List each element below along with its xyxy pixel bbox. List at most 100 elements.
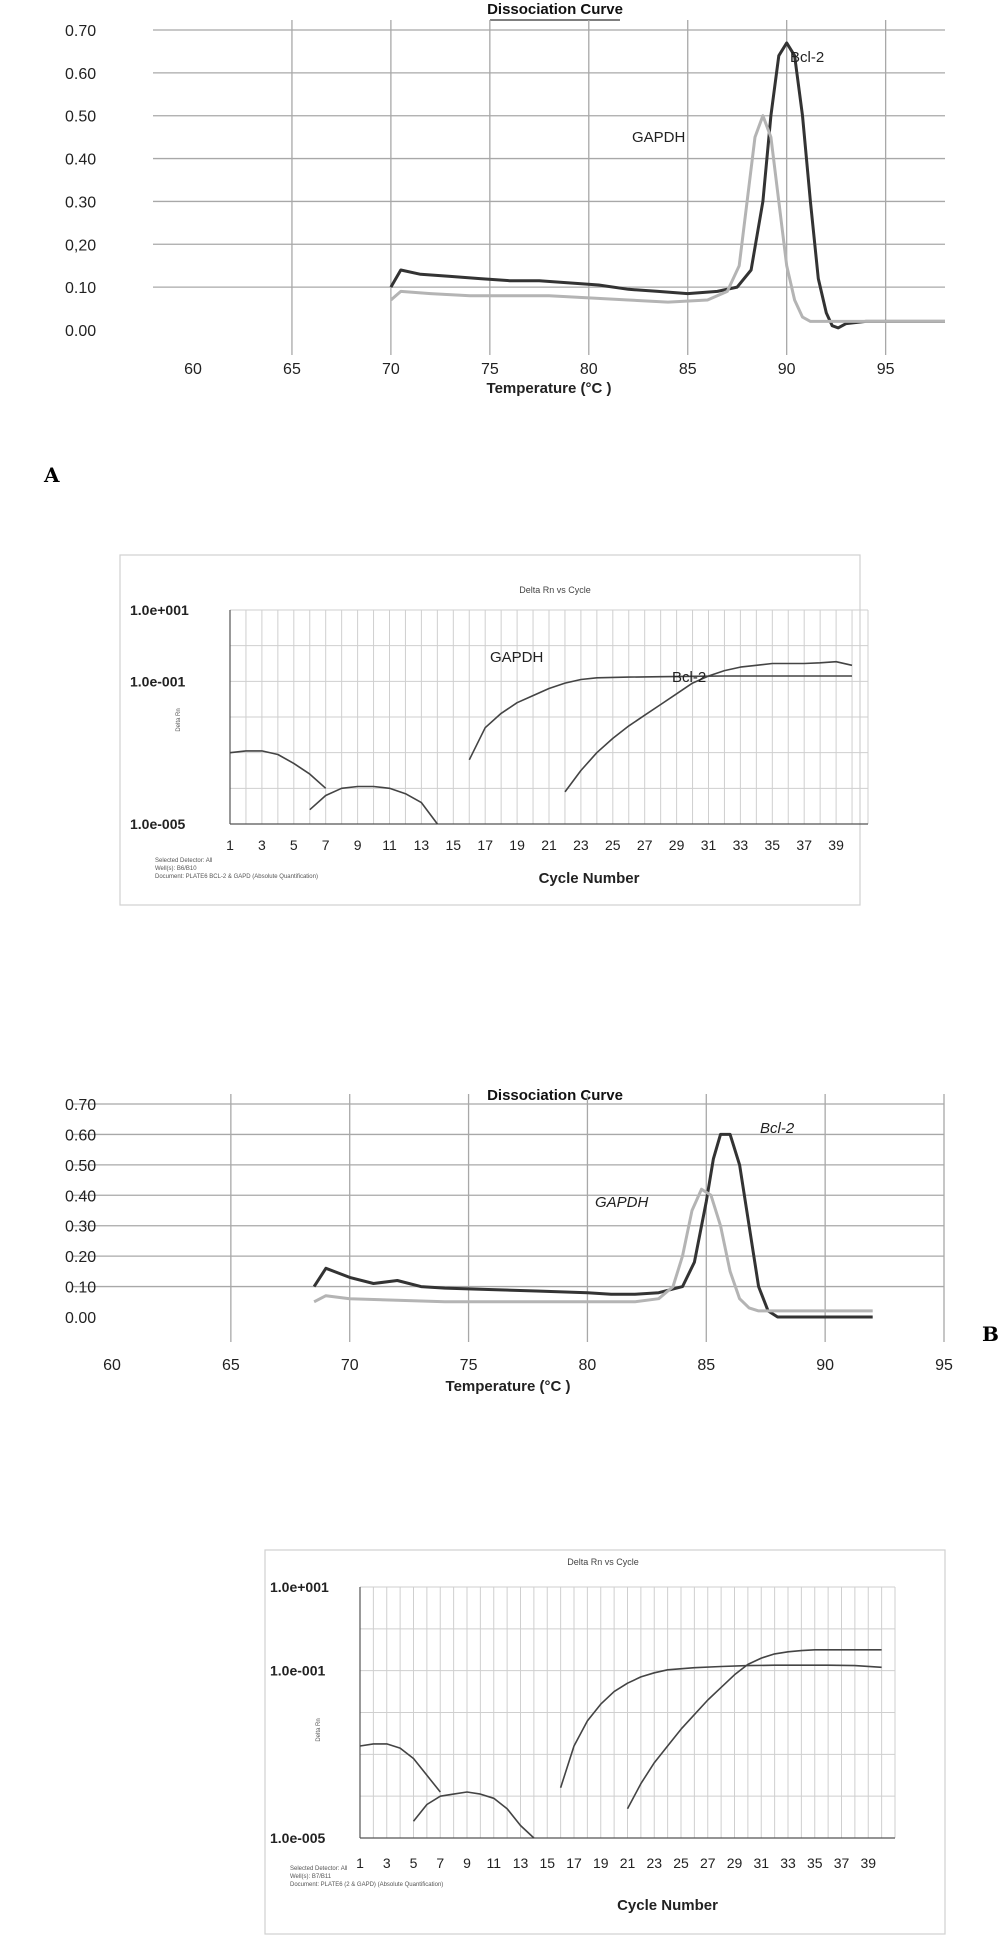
x-tick-label: 31 — [753, 1855, 769, 1871]
y-tick-label: 0.70 — [65, 23, 96, 40]
series-line-bcl-2 — [389, 41, 945, 330]
y-tick-label: 1.0e+001 — [270, 1579, 329, 1595]
footnote-line: Well(s): B7/B11 — [290, 1874, 332, 1880]
y-tick-label: 0.50 — [65, 1158, 96, 1175]
x-tick-label: 25 — [605, 837, 621, 853]
chart-frame — [119, 554, 861, 906]
series-line-gapdh — [313, 1187, 873, 1313]
x-tick-label: 21 — [620, 1855, 636, 1871]
y-tick-label: 0.60 — [65, 66, 96, 83]
x-tick-label: 15 — [539, 1855, 555, 1871]
x-tick-label: 75 — [460, 1357, 478, 1374]
x-tick-label: 5 — [410, 1855, 418, 1871]
chart-1: Dissociation Curve 60 65 70 75 80 85 90 95 0.00 0.… — [65, 1, 945, 397]
x-tick-label: 11 — [486, 1855, 501, 1871]
chart-title: Dissociation Curve — [487, 1087, 623, 1104]
x-tick-label: 27 — [637, 837, 653, 853]
footnote-line: Selected Detector: All — [155, 858, 212, 864]
x-tick-label: 60 — [184, 361, 202, 378]
y-tick-label: 0.10 — [65, 280, 96, 297]
footnote-line: Well(s): B6/B10 — [155, 866, 197, 872]
series-line-gapdh — [389, 114, 945, 323]
x-tick-label: 80 — [580, 361, 598, 378]
x-tick-label: 37 — [834, 1855, 850, 1871]
y-axis-title: Delta Rn — [176, 708, 182, 731]
x-tick-label: 17 — [477, 837, 493, 853]
x-tick-label: 70 — [382, 361, 400, 378]
x-tick-label: 9 — [354, 837, 362, 853]
x-tick-label: 27 — [700, 1855, 716, 1871]
chart-title: Delta Rn vs Cycle — [519, 585, 591, 595]
series-line-baseline-1 — [229, 750, 327, 789]
series-line-baseline-2 — [309, 785, 439, 825]
series-line-baseline-2 — [412, 1791, 535, 1839]
y-tick-label: 1.0e+001 — [130, 602, 189, 618]
x-tick-label: 31 — [701, 837, 717, 853]
x-tick-label: 35 — [807, 1855, 823, 1871]
series-label-bcl-2: Bcl-2 — [672, 669, 706, 686]
series-line-baseline-1 — [359, 1743, 441, 1793]
x-tick-label: 39 — [828, 837, 844, 853]
x-tick-label: 7 — [322, 837, 330, 853]
y-axis-title: Delta Rn — [316, 1718, 322, 1741]
x-tick-label: 80 — [579, 1357, 597, 1374]
x-tick-label: 33 — [780, 1855, 796, 1871]
y-tick-label: 1.0e-005 — [130, 816, 185, 832]
series-line-bcl-2 — [564, 660, 853, 793]
x-tick-label: 95 — [877, 361, 895, 378]
x-tick-label: 19 — [593, 1855, 609, 1871]
x-tick-label: 90 — [816, 1357, 834, 1374]
y-tick-label: 0.60 — [65, 1127, 96, 1144]
x-tick-label: 3 — [258, 837, 266, 853]
x-tick-label: 35 — [765, 837, 781, 853]
y-tick-label: 1.0e-001 — [270, 1663, 325, 1679]
x-tick-label: 37 — [796, 837, 812, 853]
x-tick-label: 60 — [103, 1357, 121, 1374]
x-tick-label: 70 — [341, 1357, 359, 1374]
x-axis-title: Temperature (°C ) — [487, 380, 612, 397]
x-tick-label: 29 — [669, 837, 685, 853]
y-tick-label: 1.0e-001 — [130, 673, 185, 689]
series-label-gapdh: GAPDH — [490, 649, 543, 666]
series-label-bcl-2: Bcl-2 — [760, 1120, 795, 1137]
x-tick-label: 75 — [481, 361, 499, 378]
x-tick-label: 90 — [778, 361, 796, 378]
y-tick-label: 0.10 — [65, 1280, 96, 1297]
series-label-gapdh: GAPDH — [595, 1194, 649, 1211]
x-axis-title: Temperature (°C ) — [446, 1378, 571, 1395]
x-tick-label: 21 — [541, 837, 557, 853]
y-tick-label: 0,20 — [65, 237, 96, 254]
chart-title: Dissociation Curve — [487, 1, 623, 18]
x-tick-label: 25 — [673, 1855, 689, 1871]
x-tick-label: 85 — [679, 361, 697, 378]
series-label-gapdh: GAPDH — [632, 129, 685, 146]
x-tick-label: 13 — [414, 837, 430, 853]
x-tick-label: 29 — [727, 1855, 743, 1871]
x-tick-label: 3 — [383, 1855, 391, 1871]
x-tick-label: 9 — [463, 1855, 471, 1871]
chart-title: Delta Rn vs Cycle — [567, 1557, 639, 1567]
x-tick-label: 65 — [222, 1357, 240, 1374]
x-tick-label: 13 — [513, 1855, 529, 1871]
x-tick-label: 17 — [566, 1855, 582, 1871]
y-tick-label: 1.0e-005 — [270, 1830, 325, 1846]
y-tick-label: 0.20 — [65, 1249, 96, 1266]
y-tick-label: 0.70 — [65, 1097, 96, 1114]
x-tick-label: 85 — [697, 1357, 715, 1374]
x-tick-label: 5 — [290, 837, 298, 853]
y-tick-label: 0.40 — [65, 152, 96, 169]
x-tick-label: 1 — [356, 1855, 364, 1871]
x-tick-label: 11 — [382, 837, 397, 853]
x-tick-label: 39 — [860, 1855, 876, 1871]
footnote-line: Document: PLATE6 BCL-2 & GAPD (Absolute … — [155, 874, 318, 880]
x-tick-label: 7 — [436, 1855, 444, 1871]
x-tick-label: 19 — [509, 837, 525, 853]
x-tick-label: 1 — [226, 837, 234, 853]
y-tick-label: 0.30 — [65, 194, 96, 211]
chart-frame — [264, 1549, 946, 1935]
x-tick-label: 33 — [733, 837, 749, 853]
x-tick-label: 23 — [573, 837, 589, 853]
